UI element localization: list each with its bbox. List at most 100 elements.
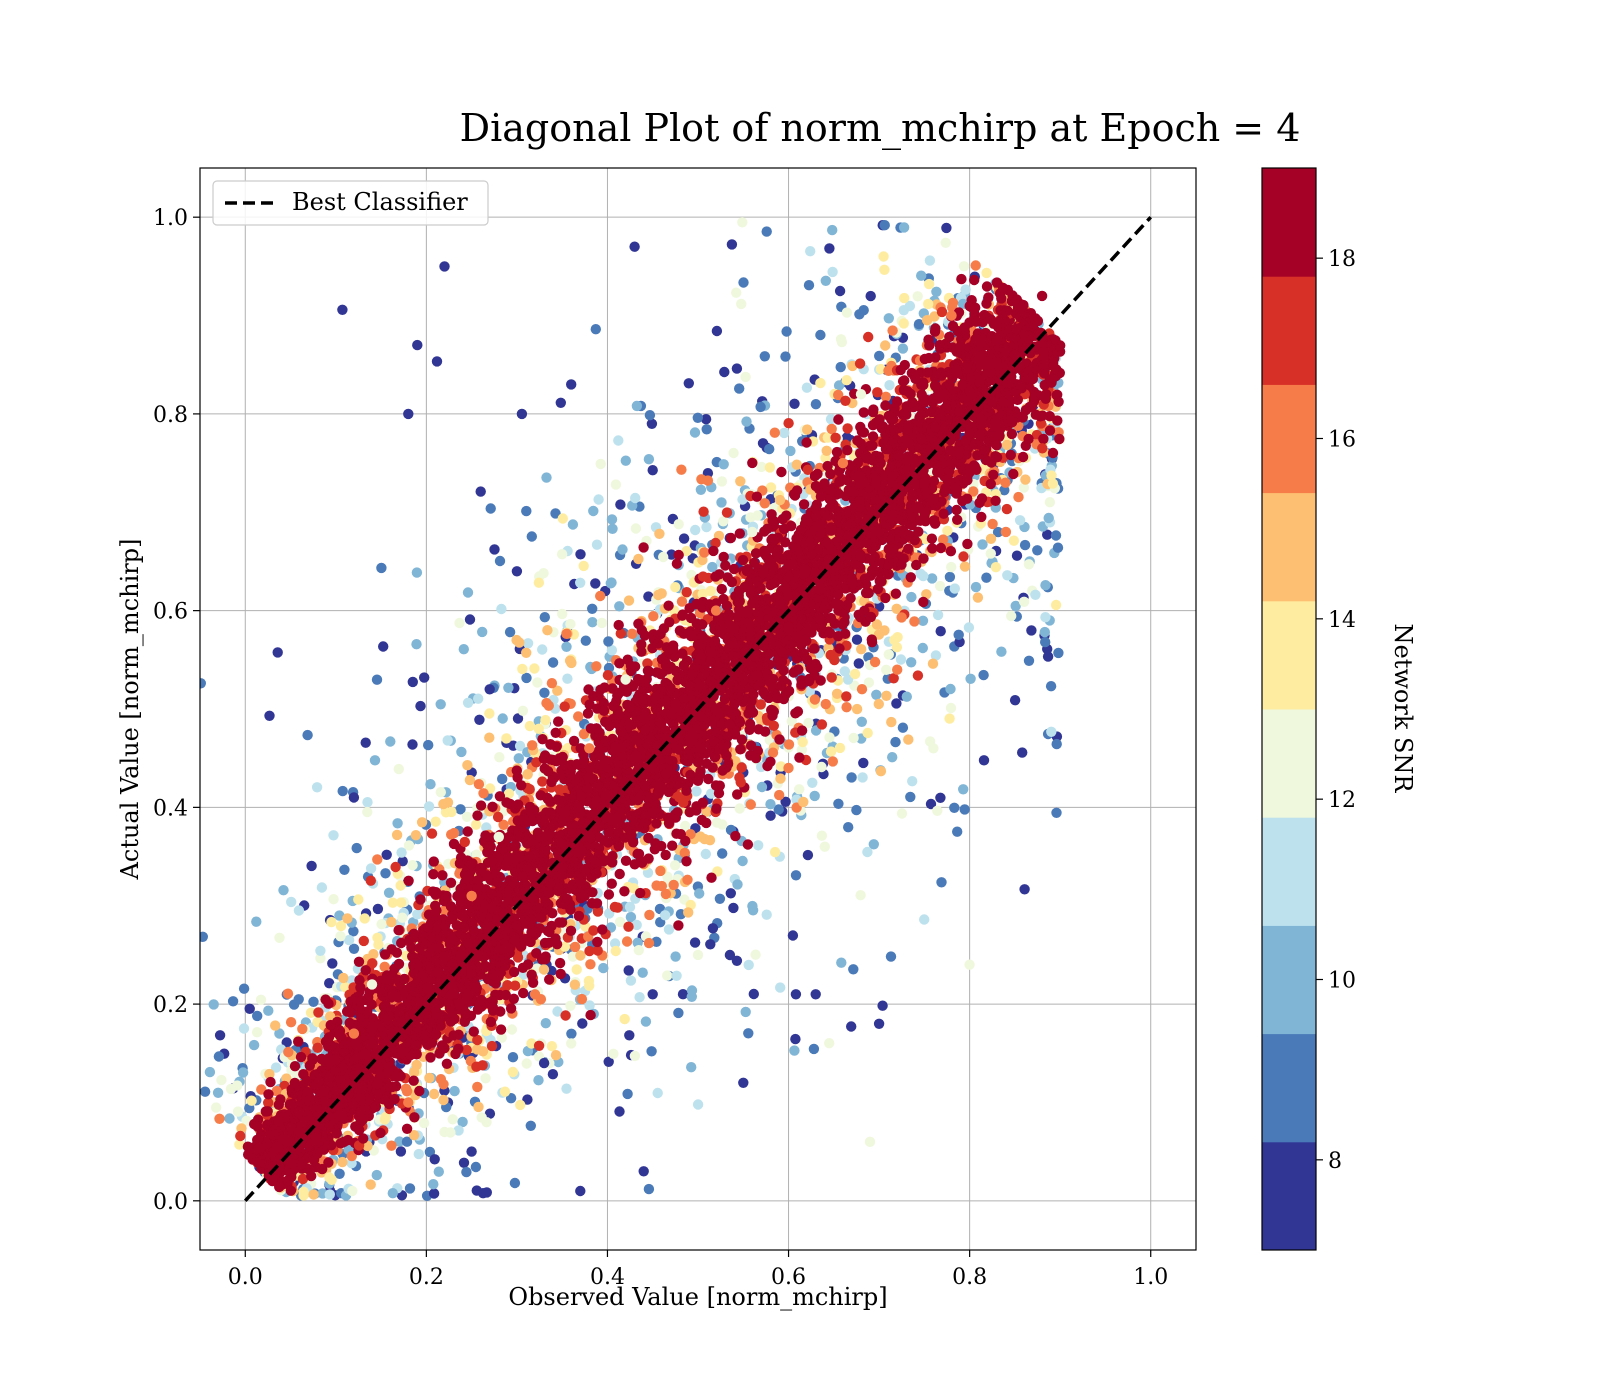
scatter-point	[461, 811, 473, 822]
scatter-point	[879, 220, 890, 231]
scatter-point	[761, 909, 772, 920]
scatter-point	[719, 366, 730, 378]
scatter-point	[711, 325, 723, 337]
scatter-point	[311, 782, 323, 793]
scatter-point	[376, 919, 387, 930]
scatter-point	[324, 1189, 335, 1200]
scatter-point	[924, 255, 936, 266]
scatter-point	[804, 686, 815, 697]
scatter-point	[302, 729, 313, 741]
scatter-point	[656, 588, 667, 599]
scatter-point	[735, 476, 746, 487]
scatter-point	[393, 925, 404, 936]
scatter-point	[842, 423, 853, 434]
scatter-point	[919, 914, 930, 925]
scatter-point	[614, 1106, 625, 1117]
scatter-point	[1040, 612, 1051, 623]
scatter-point	[513, 753, 524, 764]
scatter-point	[1051, 738, 1062, 750]
scatter-point	[561, 628, 572, 639]
scatter-point	[716, 476, 728, 487]
scatter-point	[959, 561, 971, 572]
scatter-point	[511, 634, 522, 646]
scatter-point	[248, 1039, 260, 1051]
scatter-point	[633, 945, 644, 956]
scatter-point	[965, 673, 976, 684]
scatter-point	[890, 736, 901, 748]
scatter-point	[930, 323, 941, 334]
scatter-point	[671, 970, 682, 981]
scatter-point	[1018, 596, 1030, 607]
scatter-point	[204, 1066, 216, 1078]
scatter-point	[848, 964, 859, 975]
scatter-point	[516, 408, 528, 420]
scatter-point	[827, 756, 838, 767]
scatter-point	[438, 798, 449, 810]
scatter-point	[680, 820, 691, 832]
scatter-point	[208, 999, 219, 1010]
scatter-point	[358, 935, 369, 947]
scatter-point	[274, 932, 285, 943]
scatter-point	[743, 959, 754, 971]
scatter-point	[393, 763, 404, 775]
scatter-point	[620, 455, 631, 466]
scatter-point	[978, 669, 989, 681]
scatter-point	[477, 1046, 489, 1057]
scatter-point	[328, 894, 339, 905]
scatter-point	[912, 670, 924, 681]
scatter-point	[734, 528, 745, 539]
scatter-point	[407, 739, 418, 750]
scatter-point	[773, 804, 784, 815]
scatter-point	[809, 790, 820, 802]
scatter-point	[953, 629, 964, 640]
scatter-point	[826, 672, 837, 683]
scatter-point	[456, 746, 467, 758]
scatter-point	[985, 548, 996, 559]
scatter-point	[200, 1086, 211, 1097]
scatter-point	[475, 800, 487, 811]
scatter-point	[623, 965, 634, 976]
scatter-point	[573, 711, 584, 722]
scatter-point	[533, 1040, 545, 1052]
scatter-point	[755, 401, 766, 413]
scatter-point	[833, 798, 844, 809]
scatter-point	[508, 966, 520, 978]
scatter-point	[734, 383, 745, 394]
scatter-point	[731, 287, 742, 298]
scatter-point	[494, 555, 506, 567]
scatter-point	[547, 657, 559, 668]
scatter-point	[682, 874, 693, 885]
scatter-point	[282, 988, 294, 999]
scatter-point	[306, 860, 317, 872]
scatter-point	[753, 840, 764, 851]
scatter-point	[923, 298, 934, 310]
scatter-point	[747, 905, 759, 916]
scatter-point	[546, 678, 558, 689]
scatter-point	[473, 693, 484, 704]
scatter-point	[369, 755, 381, 766]
scatter-point	[386, 916, 397, 928]
scatter-point	[896, 612, 907, 623]
scatter-point	[905, 791, 916, 803]
scatter-point	[577, 1018, 588, 1029]
scatter-point	[698, 506, 709, 517]
scatter-point	[879, 264, 890, 275]
scatter-point	[765, 756, 776, 767]
scatter-point	[426, 828, 438, 839]
scatter-point	[365, 1179, 376, 1190]
scatter-point	[525, 1120, 536, 1132]
scatter-point	[662, 970, 673, 981]
scatter-point	[848, 732, 859, 744]
scatter-point	[411, 567, 423, 578]
scatter-point	[591, 539, 603, 550]
scatter-point	[416, 817, 428, 828]
scatter-point	[477, 1060, 488, 1071]
scatter-point	[1032, 545, 1043, 556]
scatter-point	[517, 705, 529, 716]
scatter-point	[214, 1030, 226, 1041]
scatter-point	[702, 475, 714, 486]
scatter-point	[856, 716, 867, 727]
scatter-point	[428, 1179, 439, 1190]
scatter-point	[622, 1088, 633, 1100]
scatter-point	[584, 1000, 595, 1011]
